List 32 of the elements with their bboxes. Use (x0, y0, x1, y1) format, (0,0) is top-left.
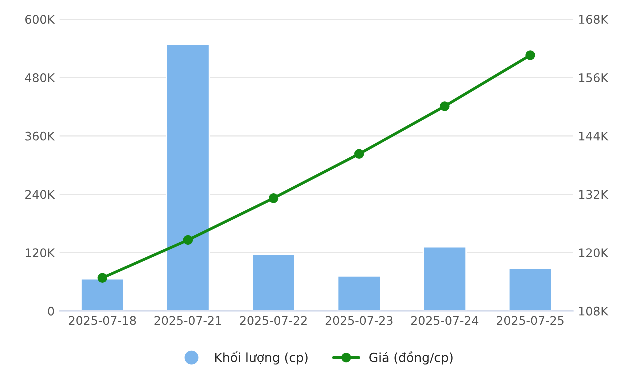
y2-tick-label: 108K (579, 306, 609, 316)
y-tick-label: 120K (26, 248, 56, 258)
y2-tick-label: 168K (579, 15, 609, 24)
y-tick-label: 240K (26, 190, 56, 200)
y-tick-label: 480K (25, 74, 56, 82)
x-tick-label: 2025-07-18 (69, 316, 136, 326)
point (354, 149, 364, 160)
x-tick-label: 2025-07-21 (154, 316, 222, 326)
y2-tick-label: 120K (579, 248, 609, 258)
point (98, 273, 108, 283)
bar (337, 275, 382, 312)
bar (252, 254, 296, 312)
legend-label: Giá (đồng/cp) (370, 352, 453, 365)
point (526, 50, 536, 60)
bar (508, 268, 553, 312)
x-tick-label: 2025-07-23 (326, 316, 393, 326)
y2-tick-label: 144K (579, 132, 609, 141)
x-tick-label: 2025-07-25 (497, 316, 564, 326)
point (183, 235, 194, 246)
y2-tick-label: 156K (579, 74, 609, 82)
point (440, 102, 450, 112)
y-tick-label: 0 (48, 306, 54, 316)
point (268, 194, 279, 204)
bar (80, 278, 125, 312)
y2-tick-label: 132K (579, 190, 609, 200)
x-tick-label: 2025-07-24 (412, 316, 479, 326)
bar (166, 44, 210, 312)
x-tick-label: 2025-07-22 (240, 316, 307, 326)
y-tick-label: 600K (26, 15, 56, 24)
bar (422, 246, 468, 312)
y-tick-label: 360K (26, 132, 56, 141)
legend-label: Khối lượng (cp) (215, 352, 308, 365)
